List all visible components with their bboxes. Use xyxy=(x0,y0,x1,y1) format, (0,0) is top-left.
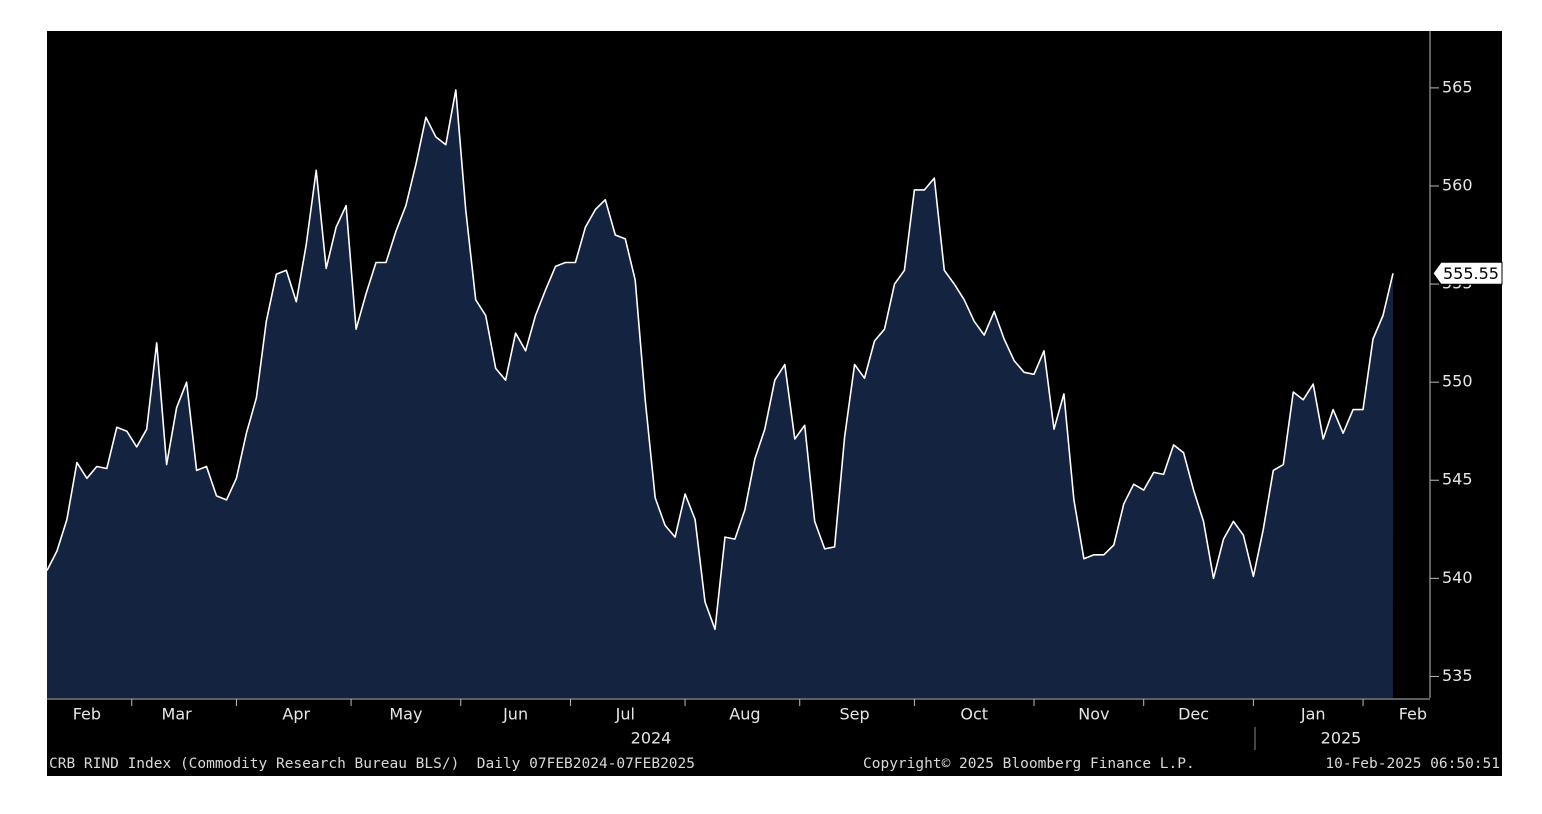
last-value-tag xyxy=(1432,261,1503,285)
copyright: Copyright© 2025 Bloomberg Finance L.P. xyxy=(863,756,1195,772)
year-label: 2024 xyxy=(631,729,672,748)
x-tick-label: Jun xyxy=(502,705,528,724)
year-label: 2025 xyxy=(1321,729,1362,748)
line xyxy=(46,89,1394,631)
x-tick-label: Nov xyxy=(1078,705,1109,724)
y-tick-label: 545 xyxy=(1442,470,1473,489)
timestamp: 10-Feb-2025 06:50:51 xyxy=(1325,756,1500,772)
area xyxy=(47,89,1393,698)
x-tick-label: Aug xyxy=(729,705,760,724)
x-tick-label: Oct xyxy=(960,705,988,724)
y-tick-label: 550 xyxy=(1442,372,1473,391)
x-tick-label: Sep xyxy=(839,705,869,724)
x-tick-label: Feb xyxy=(1399,705,1427,724)
last-value-label: 555.55 xyxy=(1443,264,1499,283)
x-tick-label: Feb xyxy=(73,705,101,724)
x-tick-label: Jan xyxy=(1300,705,1326,724)
source-label: CRB RIND Index (Commodity Research Burea… xyxy=(49,756,695,772)
y-tick-label: 565 xyxy=(1442,77,1473,96)
x-tick-label: Apr xyxy=(282,705,310,724)
y-tick-label: 560 xyxy=(1442,175,1473,194)
x-tick-label: May xyxy=(389,705,422,724)
x-tick-label: Dec xyxy=(1178,705,1209,724)
y-tick-label: 535 xyxy=(1442,666,1473,685)
y-tick-label: 540 xyxy=(1442,568,1473,587)
x-tick-label: Mar xyxy=(162,705,193,724)
x-tick-label: Jul xyxy=(615,705,635,724)
